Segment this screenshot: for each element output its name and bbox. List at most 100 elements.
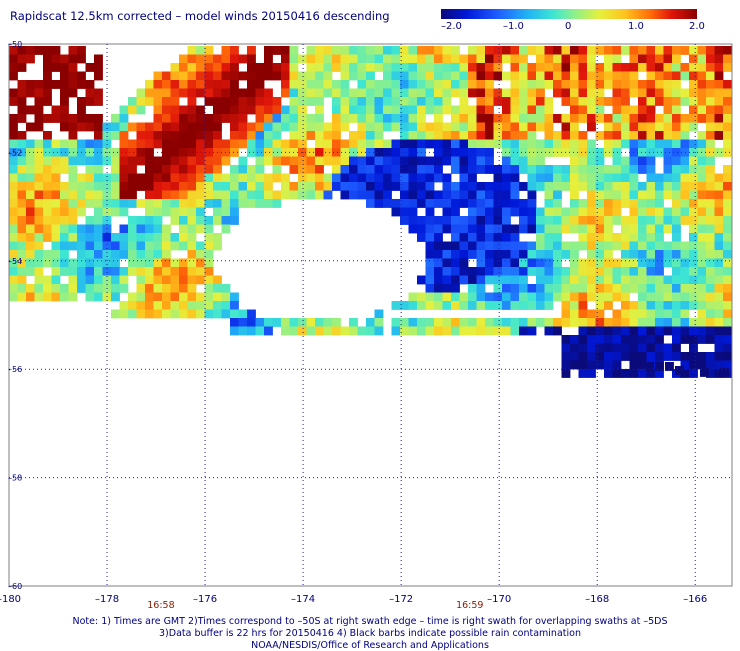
wind-cell xyxy=(111,267,120,276)
wind-cell xyxy=(646,216,656,225)
wind-cell xyxy=(519,207,528,217)
wind-cell xyxy=(170,156,180,166)
wind-cell xyxy=(434,241,443,251)
wind-cell xyxy=(391,182,401,191)
wind-cell xyxy=(425,301,435,310)
wind-cell xyxy=(26,122,35,132)
wind-cell xyxy=(85,97,95,106)
wind-cell xyxy=(663,156,673,166)
wind-cell xyxy=(425,241,435,251)
wind-cell xyxy=(136,88,146,98)
wind-cell xyxy=(561,114,571,123)
wind-cell xyxy=(17,241,27,251)
wind-cell xyxy=(136,224,146,234)
wind-cell xyxy=(255,173,265,183)
wind-cell xyxy=(578,97,588,106)
wind-cell xyxy=(493,139,503,149)
wind-cell xyxy=(621,46,630,55)
wind-cell xyxy=(332,46,341,55)
wind-cell xyxy=(655,199,664,208)
wind-cell xyxy=(527,173,537,183)
wind-cell xyxy=(451,216,460,225)
wind-cell xyxy=(85,258,95,268)
wind-cell xyxy=(289,131,299,140)
wind-cell xyxy=(536,114,545,123)
wind-cell xyxy=(255,148,265,157)
wind-cell xyxy=(26,105,35,115)
wind-cell xyxy=(272,156,282,166)
wind-cell xyxy=(697,105,707,115)
wind-cell xyxy=(502,182,511,191)
wind-cell xyxy=(680,122,690,132)
wind-cell xyxy=(34,275,44,285)
wind-cell xyxy=(425,216,435,225)
wind-cell xyxy=(485,199,494,208)
wind-cell xyxy=(323,80,333,89)
wind-cell xyxy=(485,105,494,115)
wind-cell xyxy=(434,318,443,327)
wind-cell xyxy=(434,114,443,123)
wind-cell xyxy=(417,292,426,302)
wind-cell xyxy=(102,258,112,268)
wind-cell xyxy=(723,241,732,251)
wind-cell xyxy=(153,165,163,174)
wind-cell xyxy=(34,224,44,234)
wind-cell xyxy=(383,122,392,132)
wind-cell xyxy=(493,284,503,293)
wind-cell xyxy=(714,148,724,157)
wind-cell xyxy=(697,97,707,106)
wind-cell xyxy=(187,105,197,115)
wind-cell xyxy=(672,97,681,106)
wind-cell xyxy=(289,71,299,81)
wind-cell xyxy=(604,173,613,183)
wind-cell xyxy=(162,131,171,140)
wind-cell xyxy=(179,131,188,140)
wind-cell xyxy=(408,301,418,310)
wind-cell xyxy=(689,63,698,72)
wind-cell xyxy=(102,131,112,140)
wind-cell xyxy=(357,131,367,140)
wind-cell xyxy=(663,131,673,140)
wind-cell xyxy=(723,114,732,123)
wind-cell xyxy=(383,114,392,123)
wind-cell xyxy=(34,292,44,302)
wind-cell xyxy=(612,182,622,191)
wind-cell xyxy=(655,224,664,234)
wind-cell xyxy=(459,275,469,285)
wind-cell xyxy=(578,54,588,64)
wind-cell xyxy=(646,369,656,378)
wind-cell xyxy=(723,54,732,64)
wind-cell xyxy=(459,216,469,225)
wind-cell xyxy=(60,148,69,157)
wind-cell xyxy=(442,301,452,310)
wind-cell xyxy=(655,122,664,132)
wind-cell xyxy=(204,122,214,132)
wind-cell xyxy=(374,199,384,208)
wind-cell xyxy=(408,173,418,183)
wind-cell xyxy=(162,190,171,200)
wind-cell xyxy=(340,156,350,166)
wind-cell xyxy=(289,46,299,55)
wind-cell xyxy=(442,88,452,98)
wind-cell xyxy=(289,326,299,336)
wind-cell xyxy=(485,80,494,89)
colorbar xyxy=(441,9,697,19)
wind-cell xyxy=(340,190,350,200)
wind-cell xyxy=(604,139,613,149)
wind-cell xyxy=(442,199,452,208)
wind-cell xyxy=(536,80,545,89)
wind-cell xyxy=(570,173,579,183)
wind-cell xyxy=(604,131,613,140)
wind-cell xyxy=(374,105,384,115)
wind-cell xyxy=(697,88,707,98)
wind-cell xyxy=(306,71,316,81)
wind-cell xyxy=(119,173,129,183)
wind-cell xyxy=(374,165,384,174)
wind-cell xyxy=(204,80,214,89)
wind-cell xyxy=(247,54,256,64)
wind-cell xyxy=(153,97,163,106)
wind-cell xyxy=(680,326,690,336)
wind-cell xyxy=(672,139,681,149)
wind-cell xyxy=(34,173,44,183)
wind-cell xyxy=(383,165,392,174)
